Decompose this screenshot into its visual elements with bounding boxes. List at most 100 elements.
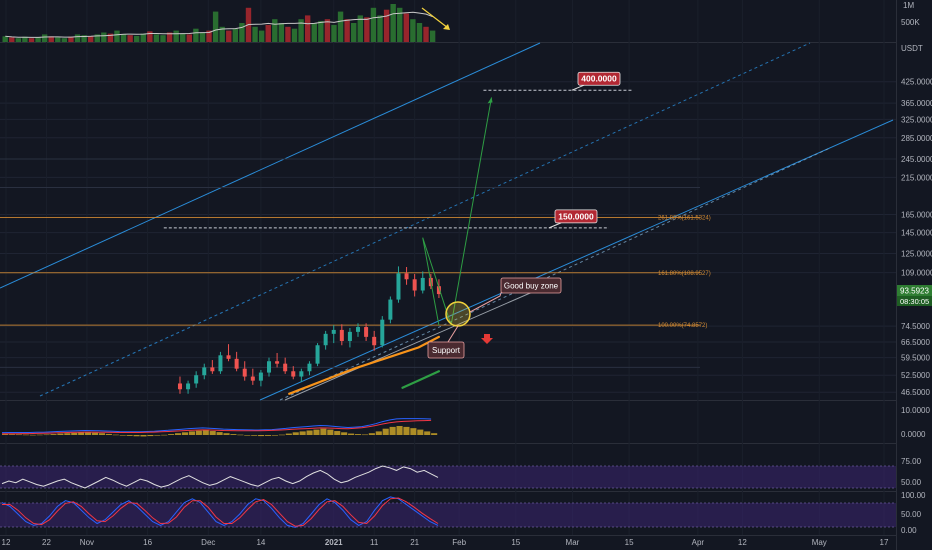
last-price-tag xyxy=(897,285,932,296)
macd-bar xyxy=(431,433,438,435)
price-tick-label: 74.5000 xyxy=(901,322,930,331)
macd-bar xyxy=(168,434,175,435)
candle-body xyxy=(323,333,328,346)
macd-bar xyxy=(147,435,154,437)
time-tick-label: Mar xyxy=(566,538,580,547)
macd-tick-label: 10.0000 xyxy=(901,406,930,415)
volume-bar xyxy=(239,23,245,42)
macd-bar xyxy=(112,434,119,436)
macd-bar xyxy=(368,433,375,435)
price-tick-label: 52.5000 xyxy=(901,371,930,380)
time-tick-label: 15 xyxy=(511,538,520,547)
macd-bar xyxy=(133,435,140,437)
time-tick-label: 17 xyxy=(880,538,889,547)
volume-bar xyxy=(311,23,317,42)
macd-bar xyxy=(223,433,230,435)
target-tag xyxy=(577,71,621,86)
macd-bar xyxy=(43,434,50,436)
down-arrow-line xyxy=(421,7,449,29)
volume-bar xyxy=(61,38,68,42)
volume-bar xyxy=(291,28,298,42)
volume-bar xyxy=(318,21,324,42)
macd-tick-label: 0.0000 xyxy=(901,430,926,439)
macd-bar xyxy=(22,434,29,436)
stoch-tick-label: 100.00 xyxy=(901,491,926,500)
candle-body xyxy=(283,363,288,372)
drawings: 400.0000 150.0000 Good buy zone Support xyxy=(163,71,634,359)
volume-bar xyxy=(193,28,199,42)
price-tick-label: 46.5000 xyxy=(901,388,930,397)
volume-bar xyxy=(153,34,160,42)
price-tick-label: 145.0000 xyxy=(901,229,932,238)
macd-bar xyxy=(264,435,272,436)
price-tick-label: 285.0000 xyxy=(901,134,932,143)
macd-bar xyxy=(2,434,9,435)
macd-bar xyxy=(292,432,299,435)
volume-bar xyxy=(370,7,377,43)
macd-bar xyxy=(285,433,292,435)
good-buy-zone-box xyxy=(500,277,562,294)
volume-bar xyxy=(199,32,206,42)
projection-arrow-head xyxy=(487,97,493,104)
volume-bar xyxy=(68,36,74,42)
candle-body xyxy=(266,361,271,373)
macd-bar xyxy=(258,435,265,437)
stoch-rsi-pane xyxy=(0,496,896,528)
volume-bar xyxy=(377,15,383,42)
target-tag xyxy=(554,209,598,224)
macd-bar xyxy=(36,434,43,436)
countdown-tag xyxy=(897,296,932,306)
macd-bar xyxy=(202,430,209,435)
volume-bar xyxy=(180,33,186,42)
stoch-tick-label: 0.00 xyxy=(901,526,917,535)
time-tick-label: May xyxy=(812,538,827,547)
target-tag-label: 400.0000 xyxy=(581,74,617,84)
volume-bar xyxy=(166,32,173,42)
candle-body xyxy=(202,367,207,376)
macd-bar xyxy=(271,435,279,436)
price-axis[interactable]: USDT 425.0000 365.0000 325.0000 285.0000 245.… xyxy=(901,1,932,535)
macd-bar xyxy=(313,429,320,435)
volume-bar xyxy=(55,37,61,42)
candle-body xyxy=(186,383,191,390)
candle-body xyxy=(420,277,425,291)
macd-bar xyxy=(278,434,285,436)
support-label: Support xyxy=(432,346,461,355)
candle-body xyxy=(331,329,336,334)
fib-level-label: 161.80%(108.9527) xyxy=(658,271,711,277)
moving-averages xyxy=(288,335,440,395)
time-tick-label: 22 xyxy=(42,538,51,547)
time-tick-label: 2021 xyxy=(325,538,343,547)
candle-body xyxy=(396,273,401,300)
candle-body xyxy=(299,371,304,377)
projection-path xyxy=(422,97,492,326)
price-tick-label: 59.5000 xyxy=(901,354,930,363)
candle-body xyxy=(404,273,409,280)
time-tick-label: 14 xyxy=(256,538,265,547)
volume-bar xyxy=(120,34,127,42)
macd-bar xyxy=(175,433,182,435)
price-tick-label: 425.0000 xyxy=(901,78,932,87)
volume-bar xyxy=(403,13,409,42)
volume-bar xyxy=(397,7,403,43)
macd-bar xyxy=(424,431,431,435)
price-tick-label: 245.0000 xyxy=(901,155,932,164)
time-tick-label: Dec xyxy=(201,538,215,547)
fib-level-label: 261.80%(161.5324) xyxy=(658,216,711,222)
candle-body xyxy=(315,345,320,364)
macd-bar xyxy=(181,432,189,435)
macd-bar xyxy=(341,432,348,435)
support-line xyxy=(284,279,561,401)
last-price-label: 93.5923 xyxy=(900,287,929,296)
macd-bar xyxy=(119,435,126,436)
target-tag-label: 150.0000 xyxy=(558,211,594,221)
candle-body xyxy=(412,279,417,291)
time-axis[interactable]: 12 22 Nov 16 Dec 14 2021 11 21 Feb 15 Mar 15 Apr 12 May… xyxy=(2,538,889,547)
price-tick-label: 365.0000 xyxy=(901,99,932,108)
candle-body xyxy=(372,336,377,346)
volume-bar xyxy=(410,19,416,42)
volume-bar xyxy=(206,30,212,42)
macd-bar xyxy=(50,434,57,435)
macd-bar xyxy=(85,432,92,435)
